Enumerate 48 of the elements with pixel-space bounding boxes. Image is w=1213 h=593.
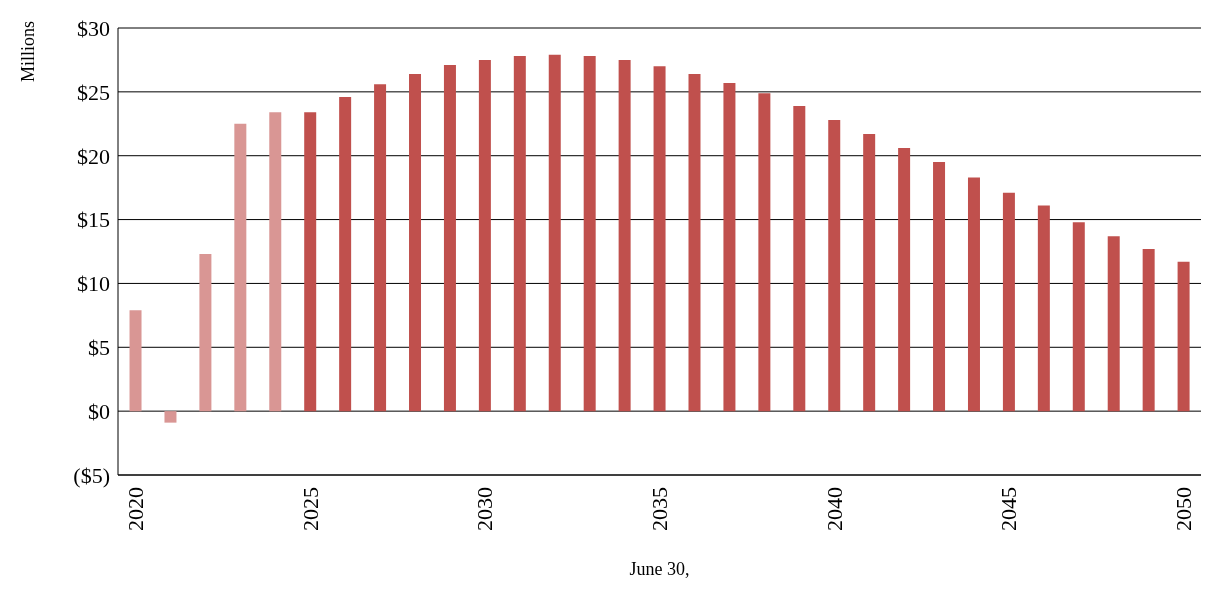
y-tick-label: $5	[88, 335, 110, 361]
bar	[1072, 222, 1085, 412]
bar	[513, 56, 526, 412]
x-axis-title: June 30,	[629, 559, 690, 579]
bar	[234, 123, 247, 412]
x-tick-label: 2040	[821, 487, 847, 531]
bar	[339, 96, 352, 412]
bar	[688, 73, 701, 412]
bar	[828, 119, 841, 412]
x-tick-label: 2050	[1171, 487, 1197, 531]
bar	[374, 84, 387, 412]
bar	[898, 148, 911, 412]
bar	[1142, 248, 1155, 412]
bar	[653, 66, 666, 412]
bar	[443, 65, 456, 412]
x-tick-label: 2025	[297, 487, 323, 531]
bar	[478, 59, 491, 412]
bar	[1177, 261, 1190, 412]
bar	[199, 254, 212, 412]
bar	[548, 54, 561, 412]
y-tick-label: $20	[77, 143, 110, 169]
bar	[618, 59, 631, 412]
y-axis-title: Millions	[18, 20, 39, 83]
bar	[967, 177, 980, 412]
bar	[758, 93, 771, 412]
x-tick-label: 2045	[996, 487, 1022, 531]
bar	[863, 134, 876, 412]
bar	[723, 82, 736, 412]
x-tick-label: 2035	[647, 487, 672, 531]
bar	[1002, 192, 1015, 412]
y-tick-label: $0	[88, 398, 110, 424]
bar	[1037, 205, 1050, 412]
y-tick-label: ($5)	[73, 462, 110, 488]
bar	[164, 411, 177, 423]
bar	[304, 112, 317, 412]
bar	[583, 56, 596, 412]
bar	[793, 105, 806, 412]
y-tick-label: $25	[77, 79, 110, 105]
y-tick-label: $15	[77, 207, 110, 233]
bar	[129, 310, 142, 412]
x-tick-label: 2030	[472, 487, 498, 531]
y-tick-label: $10	[77, 271, 110, 297]
bar	[269, 112, 282, 412]
bar	[409, 73, 422, 412]
x-tick-label: 2020	[122, 487, 148, 531]
bar	[1107, 236, 1120, 412]
bar	[933, 162, 946, 412]
y-tick-label: $30	[77, 15, 110, 41]
